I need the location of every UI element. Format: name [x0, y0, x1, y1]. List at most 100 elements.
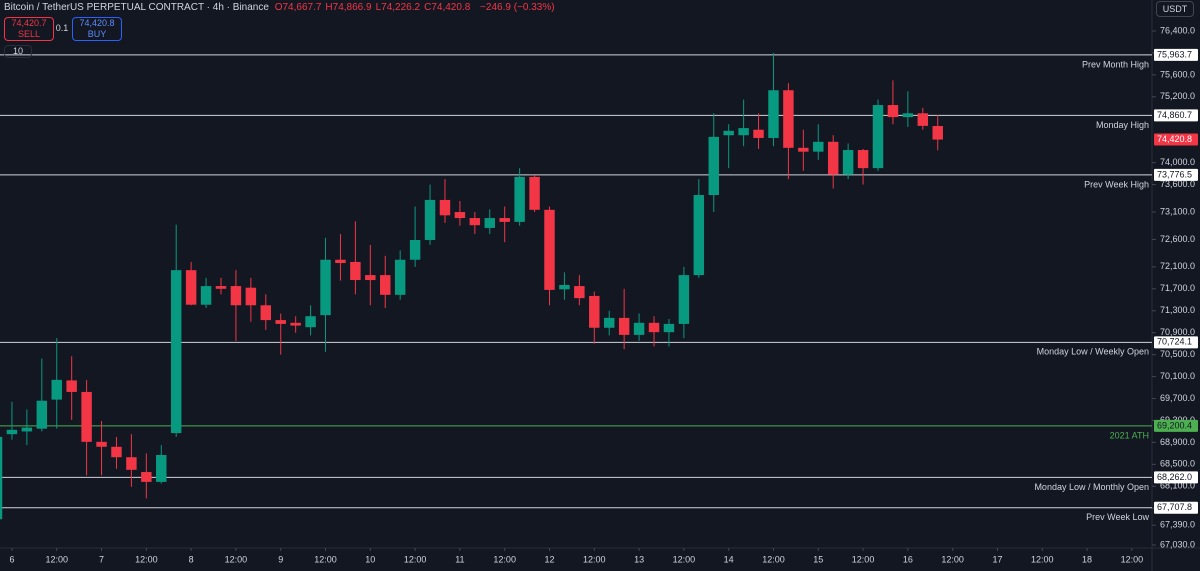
y-tick-label: 72,100.0: [1160, 261, 1195, 271]
candle-body: [200, 286, 212, 305]
indicator-toggle[interactable]: 10: [4, 45, 32, 58]
candle-body: [380, 275, 391, 295]
x-tick-label: 12:00: [762, 554, 785, 564]
candle-body: [320, 259, 331, 316]
x-tick-label: 14: [724, 554, 734, 564]
level-tag: 69,200.4: [1157, 420, 1192, 430]
ohlc-key: O: [274, 2, 283, 13]
candle-body: [156, 455, 167, 482]
candle-body: [230, 286, 242, 306]
x-tick-label: 12: [544, 554, 554, 564]
ohlc-key: L: [375, 2, 382, 13]
candle-body: [51, 379, 62, 400]
x-tick-label: 7: [99, 554, 104, 564]
candle-body: [335, 259, 346, 264]
candle-body: [783, 90, 794, 148]
y-tick-label: 69,700.0: [1160, 393, 1195, 403]
legend: Bitcoin / TetherUS PERPETUAL CONTRACT · …: [4, 2, 558, 13]
candle-body: [633, 322, 645, 335]
candle-body: [21, 427, 33, 432]
ohlc-value: 74,667.7: [282, 2, 322, 13]
candle-body: [215, 286, 227, 289]
x-tick-label: 12:00: [404, 554, 427, 564]
candle-body: [185, 270, 197, 305]
candle-body: [245, 287, 257, 306]
level-tag-bg: [1154, 419, 1198, 432]
x-tick-label: 12:00: [941, 554, 964, 564]
x-tick-label: 12:00: [225, 554, 248, 564]
level-label: 2021 ATH: [1110, 430, 1149, 440]
candle-body: [275, 320, 286, 324]
candle-body: [827, 141, 839, 175]
candle-body: [424, 199, 436, 240]
y-tick-label: 74,000.0: [1160, 157, 1195, 167]
candle-body: [81, 391, 92, 442]
candle-body: [260, 305, 272, 321]
x-tick-label: 17: [992, 554, 1002, 564]
candle-body: [678, 275, 690, 324]
level-tag-bg: [1154, 48, 1198, 61]
y-tick-label: 70,500.0: [1160, 349, 1195, 359]
level-tag-bg: [1154, 109, 1198, 122]
y-tick-label: 72,600.0: [1160, 234, 1195, 244]
level-label: Monday Low / Monthly Open: [1034, 482, 1149, 492]
buy-button[interactable]: 74,420.8 BUY: [72, 17, 122, 41]
x-tick-label: 12:00: [1031, 554, 1054, 564]
candle-body: [0, 436, 3, 520]
ohlc: O74,667.7 H74,866.9 L74,226.2 C74,420.8: [275, 2, 475, 13]
candle-body: [723, 130, 734, 136]
level-tag-bg: [1154, 336, 1198, 349]
candle-body: [36, 400, 48, 429]
candle-body: [514, 176, 525, 222]
buy-price: 74,420.8: [79, 18, 115, 28]
level-tag: 67,707.8: [1157, 502, 1192, 512]
y-tick-label: 75,200.0: [1160, 91, 1195, 101]
ohlc-value: 74,226.2: [381, 2, 421, 13]
candle-body: [932, 126, 943, 140]
candle-body: [350, 261, 361, 281]
candle-body: [66, 380, 77, 392]
ohlc-value: 74,866.9: [332, 2, 372, 13]
y-tick-label: 71,300.0: [1160, 305, 1195, 315]
buy-label: BUY: [87, 29, 107, 39]
x-tick-label: 12:00: [314, 554, 337, 564]
candle-body: [902, 113, 914, 118]
candle-body: [872, 105, 884, 169]
level-label: Monday High: [1096, 120, 1149, 130]
candle-body: [574, 286, 585, 299]
candle-body: [887, 105, 899, 118]
candle-body: [603, 317, 615, 328]
ohlc-key: C: [424, 2, 432, 13]
candle-body: [290, 322, 301, 326]
level-tag-bg: [1154, 168, 1198, 181]
candle-body: [96, 441, 107, 447]
candle-body: [484, 218, 495, 228]
level-tag: 75,963.7: [1157, 49, 1192, 59]
ohlc-key: H: [325, 2, 333, 13]
candle-body: [365, 275, 376, 281]
y-tick-label: 76,400.0: [1160, 25, 1195, 35]
last-price-bg: [1154, 133, 1198, 146]
level-tag-bg: [1154, 501, 1198, 514]
x-tick-label: 9: [278, 554, 283, 564]
sell-button[interactable]: 74,420.7 SELL: [4, 17, 54, 41]
candle-body: [469, 218, 481, 226]
candle-body: [917, 113, 929, 126]
level-tag: 70,724.1: [1157, 337, 1192, 347]
x-tick-label: 12:00: [583, 554, 606, 564]
candle-body: [170, 270, 182, 434]
x-tick-label: 12:00: [135, 554, 158, 564]
y-tick-label: 73,600.0: [1160, 179, 1195, 189]
candle-body: [529, 176, 540, 210]
candle-body: [857, 150, 869, 169]
y-tick-label: 73,100.0: [1160, 206, 1195, 216]
y-tick-label: 68,900.0: [1160, 437, 1195, 447]
x-tick-label: 10: [365, 554, 375, 564]
level-label: Monday Low / Weekly Open: [1037, 347, 1149, 357]
candle-body: [126, 457, 137, 470]
currency-select[interactable]: USDT: [1156, 1, 1194, 17]
candle-body: [648, 322, 660, 333]
x-tick-label: 12:00: [493, 554, 516, 564]
level-tag: 74,860.7: [1157, 110, 1192, 120]
